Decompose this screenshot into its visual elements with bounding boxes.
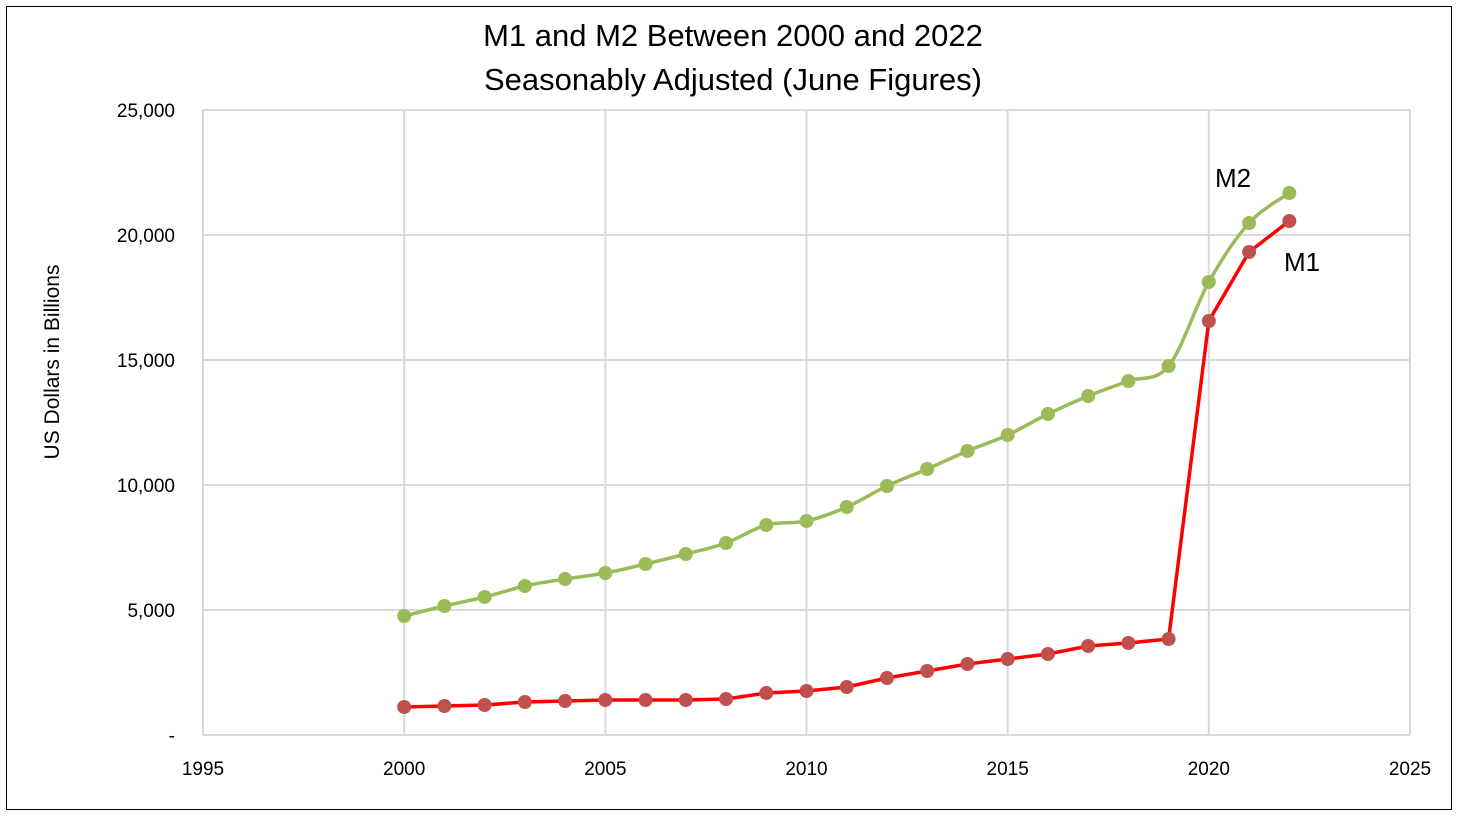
m1-point (437, 699, 452, 713)
m2-point (598, 566, 613, 580)
m2-line (403, 191, 1291, 618)
m2-point (477, 590, 492, 604)
m1-line (404, 219, 1291, 709)
x-tick-label: 2025 (1389, 759, 1431, 780)
m2-point (759, 518, 774, 532)
m1-series-label: M1 (1284, 247, 1320, 277)
chart-title: M1 and M2 Between 2000 and 2022 (483, 18, 983, 53)
m1-point (1242, 245, 1257, 259)
m1-point (1000, 652, 1015, 666)
m2-point (799, 514, 814, 528)
x-tick-label: 2015 (987, 759, 1029, 780)
m2-point (1000, 428, 1015, 442)
m1-point (719, 692, 734, 706)
m2-point (517, 579, 532, 593)
y-tick-label: 15,000 (117, 351, 175, 372)
m2-series-label: M2 (1215, 163, 1251, 193)
m2-point (719, 536, 734, 550)
m1-point (1201, 314, 1216, 328)
m2-point (437, 599, 452, 613)
x-tick-label: 2000 (383, 759, 425, 780)
y-tick-label: 5,000 (127, 601, 175, 622)
m2-point (638, 557, 653, 571)
y-axis-label: US Dollars in Billions (41, 265, 64, 460)
chart-frame (6, 6, 1452, 810)
m2-point (879, 479, 894, 493)
m1-point (598, 693, 613, 707)
m1-point (477, 698, 492, 712)
x-tick-label: 2010 (785, 759, 827, 780)
m2-point (1201, 275, 1216, 289)
m1-point (920, 664, 935, 678)
m2-point (1242, 216, 1257, 230)
m2-point (960, 444, 975, 458)
m1-point (1081, 639, 1096, 653)
m2-point (1040, 407, 1055, 421)
m1-point (1282, 214, 1297, 228)
y-tick-label: 25,000 (117, 101, 175, 122)
m2-point (839, 500, 854, 514)
m2-point (1282, 186, 1297, 200)
x-tick-label: 2020 (1188, 759, 1230, 780)
m1-point (1161, 632, 1176, 646)
y-tick-label: - (169, 726, 175, 747)
m1-point (1121, 636, 1136, 650)
m1-point (638, 693, 653, 707)
m1-point (397, 700, 412, 714)
m1-point (1040, 647, 1055, 661)
m1-point (960, 657, 975, 671)
m1-point (799, 684, 814, 698)
m1-point (517, 695, 532, 709)
m1-point (759, 686, 774, 700)
y-tick-label: 10,000 (117, 476, 175, 497)
m2-point (1161, 359, 1176, 373)
y-tick-label: 20,000 (117, 226, 175, 247)
m1-point (678, 693, 693, 707)
m1-point (879, 671, 894, 685)
chart-subtitle: Seasonably Adjusted (June Figures) (484, 62, 982, 97)
m2-point (558, 572, 573, 586)
x-tick-label: 1995 (182, 759, 224, 780)
m2-point (397, 609, 412, 623)
m2-point (1081, 389, 1096, 403)
m1-point (839, 680, 854, 694)
m2-point (920, 462, 935, 476)
m1-point (558, 694, 573, 708)
x-tick-label: 2005 (584, 759, 626, 780)
m2-point (678, 547, 693, 561)
m2-point (1121, 374, 1136, 388)
